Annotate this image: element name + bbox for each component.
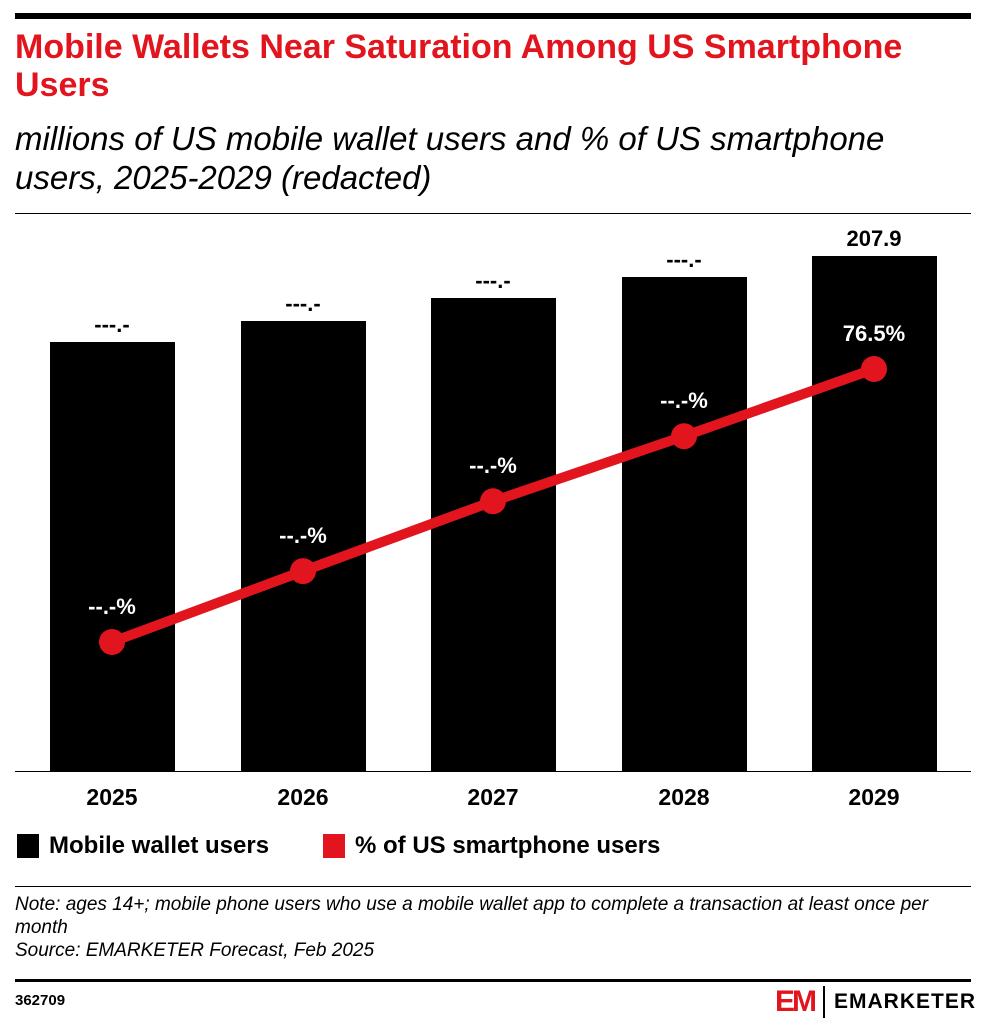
chart-id: 362709	[15, 992, 66, 1009]
x-axis-baseline	[15, 771, 971, 772]
line-label: 76.5%	[842, 321, 906, 346]
legend-swatch-black	[17, 834, 39, 858]
bar-label: ---.-	[285, 290, 321, 316]
bottom-rule	[15, 979, 971, 982]
bar-2027	[430, 297, 556, 771]
x-tick-label: 2025	[86, 784, 138, 810]
legend-item-line: % of US smartphone users	[323, 832, 660, 860]
x-tick-label: 2029	[848, 784, 900, 810]
note-text: Note: ages 14+; mobile phone users who u…	[15, 894, 929, 938]
bar-label: 207.9	[846, 226, 902, 251]
logo-mark: EM	[775, 985, 817, 1018]
bar-label: ---.-	[94, 311, 130, 337]
x-tick-label: 2028	[658, 784, 710, 810]
logo-separator	[823, 986, 825, 1018]
logo-wordmark: EMARKETER	[834, 990, 977, 1013]
line-label: --.-%	[279, 523, 327, 549]
emarketer-logo: EM EMARKETER	[775, 985, 976, 1019]
chart-title: Mobile Wallets Near Saturation Among US …	[15, 28, 903, 104]
legend-label: % of US smartphone users	[355, 832, 661, 859]
divider	[15, 886, 971, 887]
legend-label: Mobile wallet users	[49, 832, 270, 859]
x-tick-label: 2026	[277, 784, 329, 810]
line-label: --.-%	[660, 388, 708, 414]
x-tick-label: 2027	[467, 784, 519, 810]
bar-label: ---.-	[666, 247, 702, 273]
source-text: Source: EMARKETER Forecast, Feb 2025	[15, 940, 375, 961]
bar-2025	[49, 341, 175, 771]
line-label: --.-%	[469, 453, 517, 479]
line-label: --.-%	[88, 594, 136, 619]
bar-label: ---.-	[475, 267, 511, 293]
bar-2028	[621, 277, 747, 771]
divider	[15, 213, 971, 214]
legend-item-bars: Mobile wallet users	[17, 832, 269, 860]
top-rule	[15, 13, 971, 19]
legend-swatch-red	[323, 834, 345, 858]
chart-subtitle: millions of US mobile wallet users and %…	[15, 120, 885, 196]
notes: Note: ages 14+; mobile phone users who u…	[15, 893, 965, 962]
